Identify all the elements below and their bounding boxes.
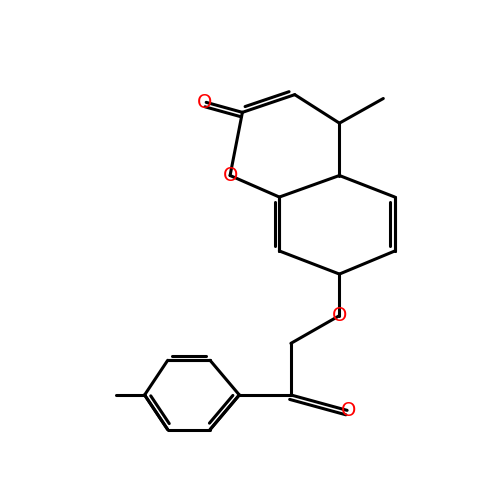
Text: O: O <box>332 306 347 325</box>
Text: O: O <box>222 166 238 185</box>
Text: O: O <box>341 401 356 420</box>
Text: O: O <box>197 93 212 112</box>
